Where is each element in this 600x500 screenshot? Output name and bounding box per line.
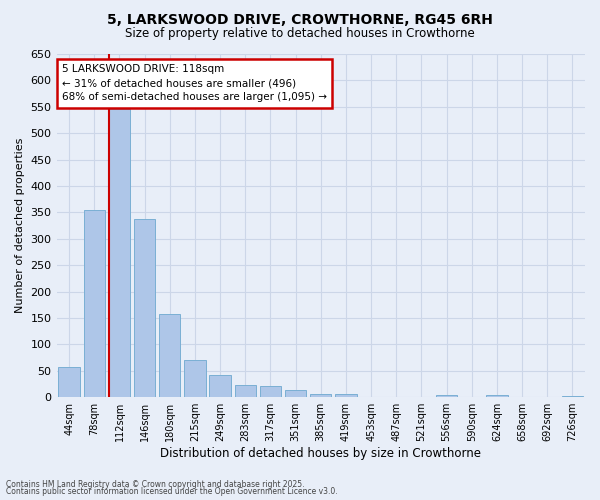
Text: 5, LARKSWOOD DRIVE, CROWTHORNE, RG45 6RH: 5, LARKSWOOD DRIVE, CROWTHORNE, RG45 6RH [107, 12, 493, 26]
Bar [184, 360, 206, 397]
Y-axis label: Number of detached properties: Number of detached properties [15, 138, 25, 314]
Bar [134, 220, 155, 397]
Text: 5 LARKSWOOD DRIVE: 118sqm
← 31% of detached houses are smaller (496)
68% of semi: 5 LARKSWOOD DRIVE: 118sqm ← 31% of detac… [62, 64, 327, 102]
Bar [83, 210, 105, 397]
X-axis label: Distribution of detached houses by size in Crowthorne: Distribution of detached houses by size … [160, 447, 481, 460]
Bar [335, 394, 356, 397]
Bar [235, 385, 256, 397]
Bar [58, 366, 80, 397]
Bar [310, 394, 331, 397]
Bar [159, 314, 181, 397]
Bar [209, 374, 231, 397]
Text: Contains public sector information licensed under the Open Government Licence v3: Contains public sector information licen… [6, 487, 338, 496]
Bar [562, 396, 583, 397]
Text: Contains HM Land Registry data © Crown copyright and database right 2025.: Contains HM Land Registry data © Crown c… [6, 480, 305, 489]
Text: Size of property relative to detached houses in Crowthorne: Size of property relative to detached ho… [125, 28, 475, 40]
Bar [260, 386, 281, 397]
Bar [486, 395, 508, 397]
Bar [285, 390, 307, 397]
Bar [436, 395, 457, 397]
Bar [109, 110, 130, 397]
